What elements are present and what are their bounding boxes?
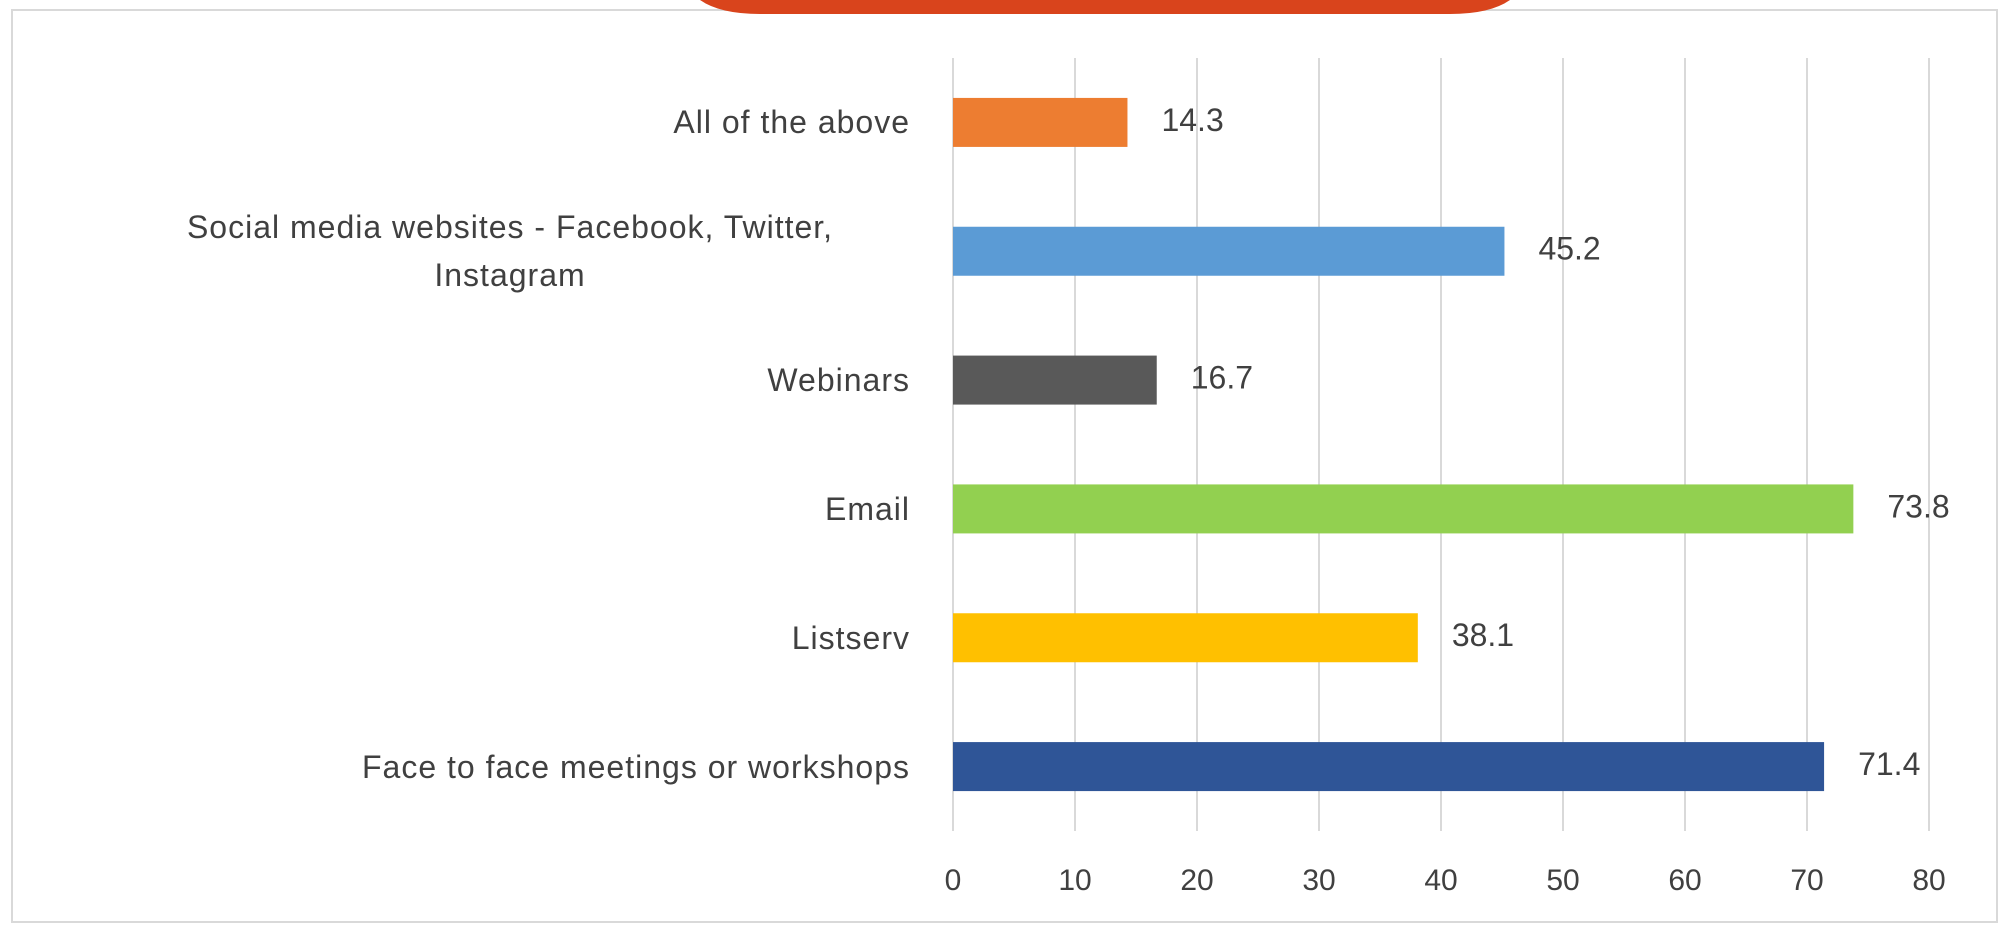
x-tick-label: 10	[1058, 864, 1091, 897]
y-tick-label: Webinars	[767, 362, 910, 399]
category-label-box: Social media websites - Facebook, Twitte…	[110, 203, 910, 299]
y-tick-label: Social media websites - Facebook, Twitte…	[186, 209, 834, 294]
data-label: 73.8	[1887, 488, 1949, 524]
bar	[953, 613, 1418, 663]
y-tick-label: Listserv	[791, 619, 910, 656]
category-label-box: Face to face meetings or workshops	[362, 743, 910, 791]
x-tick-label: 80	[1912, 864, 1945, 897]
x-tick-label: 0	[945, 864, 962, 897]
x-tick-label: 20	[1180, 864, 1213, 897]
bar	[953, 484, 1854, 534]
x-tick-label: 50	[1546, 864, 1579, 897]
x-tick-label: 40	[1424, 864, 1457, 897]
category-label-box: Email	[825, 485, 910, 533]
x-tick-label: 70	[1790, 864, 1823, 897]
data-label: 71.4	[1858, 746, 1920, 782]
y-tick-label: Face to face meetings or workshops	[361, 748, 910, 785]
x-tick-label: 30	[1302, 864, 1335, 897]
bar	[953, 355, 1157, 405]
data-label: 16.7	[1191, 360, 1253, 396]
bar	[953, 742, 1825, 792]
y-tick-label: All of the above	[673, 104, 910, 141]
bar	[953, 226, 1505, 276]
header-tab	[700, 0, 1510, 14]
data-label: 38.1	[1452, 617, 1514, 653]
category-label-box: Webinars	[767, 356, 910, 404]
category-label-box: All of the above	[673, 98, 910, 146]
bar	[953, 97, 1128, 147]
y-tick-label: Email	[824, 490, 910, 527]
x-tick-label: 60	[1668, 864, 1701, 897]
data-label: 14.3	[1161, 102, 1223, 138]
data-label: 45.2	[1538, 231, 1600, 267]
category-label-box: Listserv	[792, 614, 910, 662]
